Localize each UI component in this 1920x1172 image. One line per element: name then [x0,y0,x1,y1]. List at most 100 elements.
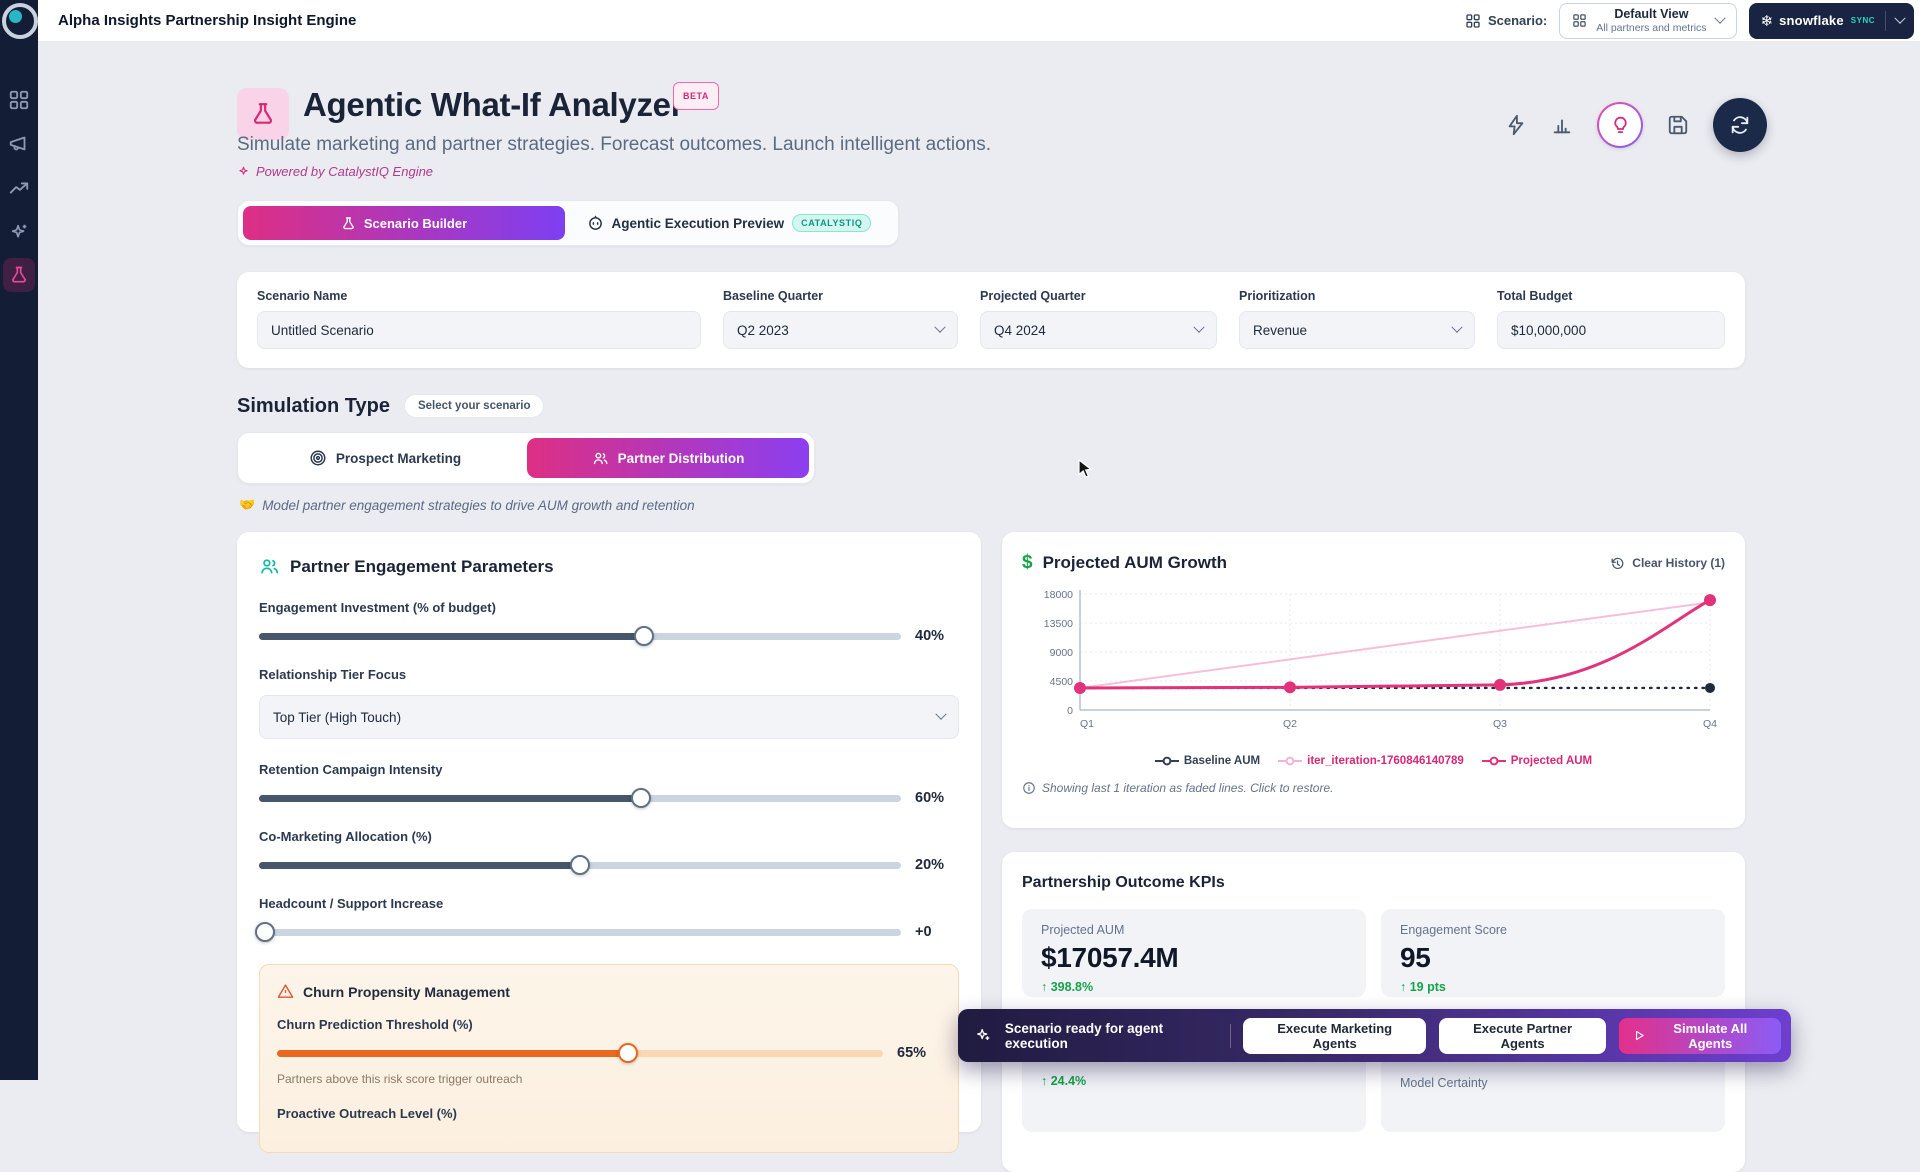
agent-execution-toast: Scenario ready for agent execution Execu… [958,1009,1791,1062]
users-icon [261,559,279,574]
save-scenario-button[interactable] [1667,114,1689,136]
relationship-tier-field: Relationship Tier Focus Top Tier (High T… [259,667,959,739]
slider-retention-intensity: Retention Campaign Intensity 60% [259,762,945,808]
rerun-simulation-button[interactable] [1713,98,1767,152]
chevron-down-icon [1894,12,1906,24]
headcount-slider[interactable] [255,922,901,942]
toast-message: Scenario ready for agent execution [1004,1020,1164,1051]
bot-icon [588,215,602,230]
churn-propensity-panel: Churn Propensity Management Churn Predic… [259,964,959,1153]
chevron-down-icon [935,708,947,720]
dollar-icon: $ [1022,552,1033,573]
sparkle-icon [239,166,248,175]
params-title: Partner Engagement Parameters [290,556,554,576]
grid-icon [1573,14,1586,27]
zap-icon [1508,114,1524,136]
slider-headcount: Headcount / Support Increase +0 [255,896,959,942]
snowflake-sync-button[interactable]: ❄ snowflake SYNC [1748,2,1914,39]
legend-item[interactable]: Baseline AUM [1154,755,1260,767]
refresh-icon [1731,116,1749,134]
history-icon [1611,557,1624,569]
proactive-outreach-label: Proactive Outreach Level (%) [277,1106,457,1121]
sidebar-item-marketing[interactable] [8,132,30,154]
relationship-tier-select[interactable]: Top Tier (High Touch) [259,695,959,739]
svg-text:Q3: Q3 [1493,718,1507,730]
svg-text:9000: 9000 [1050,647,1074,659]
co-marketing-slider[interactable] [259,855,901,875]
execute-marketing-agents-button[interactable]: Execute Marketing Agents [1243,1017,1426,1054]
option-partner-distribution[interactable]: Partner Distribution [527,438,809,478]
view-selector-subtitle: All partners and metrics [1596,21,1707,34]
tab-scenario-builder[interactable]: Scenario Builder [243,206,565,240]
chevron-down-icon [1451,321,1463,333]
handshake-icon: 🤝 [239,497,256,512]
chart-legend: Baseline AUM iter_iteration-1760846140789… [1022,755,1725,767]
kpi-projected-aum: Projected AUM $17057.4M ↑ 398.8% [1022,909,1366,997]
page-subtitle: Simulate marketing and partner strategie… [237,134,992,155]
trending-up-icon [9,182,29,194]
tab-agentic-execution-preview[interactable]: Agentic Execution Preview CATALYSTIQ [565,214,893,232]
slider-thumb[interactable] [618,1043,639,1063]
flask-icon [254,103,272,124]
kpis-heading: Partnership Outcome KPIs [1022,874,1225,891]
app-logo [2,3,38,39]
chevron-down-icon [1713,12,1726,24]
flask-icon [343,216,354,229]
quick-run-button[interactable] [1505,114,1527,136]
total-budget-input[interactable] [1497,311,1725,349]
prioritization-select[interactable]: Revenue [1239,311,1475,349]
chart-title: Projected AUM Growth [1042,553,1228,572]
legend-marker [1481,756,1506,766]
aum-growth-chart[interactable]: 0 4500 9000 13500 18000 Q1 Q2 Q3 Q4 [1022,582,1725,746]
engagement-investment-slider[interactable] [259,626,901,646]
insights-button[interactable] [1597,102,1643,148]
retention-intensity-slider[interactable] [259,788,901,808]
option-prospect-marketing[interactable]: Prospect Marketing [243,438,527,478]
sidebar-item-ai[interactable] [8,222,30,244]
legend-item[interactable]: Projected AUM [1481,755,1592,767]
baseline-quarter-select[interactable]: Q2 2023 [723,311,958,349]
warning-icon [277,984,294,998]
projected-quarter-select[interactable]: Q4 2024 [980,311,1217,349]
projected-aum-growth-panel: $ Projected AUM Growth Clear History (1)… [1002,532,1745,828]
chevron-down-icon [934,321,946,333]
save-icon [1668,115,1688,135]
slider-co-marketing: Co-Marketing Allocation (%) 20% [259,829,945,875]
sidebar [0,0,38,1080]
kpi-engagement-score: Engagement Score 95 ↑ 19 pts [1381,909,1725,997]
users-icon [593,452,608,464]
clear-history-button[interactable]: Clear History (1) [1610,556,1725,571]
churn-threshold-note: Partners above this risk score trigger o… [277,1072,523,1086]
slider-thumb[interactable] [255,922,276,942]
legend-marker [1278,756,1303,766]
bar-chart-icon [1553,119,1571,134]
sparkles-icon [11,224,27,238]
slider-thumb[interactable] [634,626,655,646]
svg-text:Q1: Q1 [1080,718,1094,730]
sidebar-item-whatif-analyzer[interactable] [3,258,35,292]
partner-engagement-parameters-panel: Partner Engagement Parameters Engagement… [237,532,981,1153]
churn-threshold-slider[interactable] [277,1043,883,1063]
info-icon [1023,782,1035,794]
view-selector[interactable]: Default View All partners and metrics [1559,2,1737,39]
svg-text:Q4: Q4 [1703,718,1717,730]
execute-partner-agents-button[interactable]: Execute Partner Agents [1438,1017,1607,1054]
sidebar-item-dashboard[interactable] [8,89,30,111]
flask-icon [12,266,26,283]
catalystiq-badge: CATALYSTIQ [792,214,872,232]
legend-item[interactable]: iter_iteration-1760846140789 [1278,755,1464,767]
mode-tabbar: Scenario Builder Agentic Execution Previ… [237,200,899,246]
simulate-all-agents-button[interactable]: Simulate All Agents [1619,1017,1781,1054]
scenario-form: Scenario Name Baseline Quarter Q2 2023 P… [237,272,1745,368]
scenario-name-input[interactable] [257,311,701,349]
page-title: Agentic What-If Analyzer [303,86,684,123]
grid-icon [1466,13,1480,28]
slider-thumb[interactable] [630,788,651,808]
sparkles-icon [977,1028,990,1040]
target-icon [310,450,326,466]
page-icon-flask [237,88,289,140]
legend-marker [1154,756,1179,766]
slider-thumb[interactable] [570,855,590,875]
sidebar-item-growth[interactable] [8,177,30,199]
analytics-button[interactable] [1551,114,1573,136]
